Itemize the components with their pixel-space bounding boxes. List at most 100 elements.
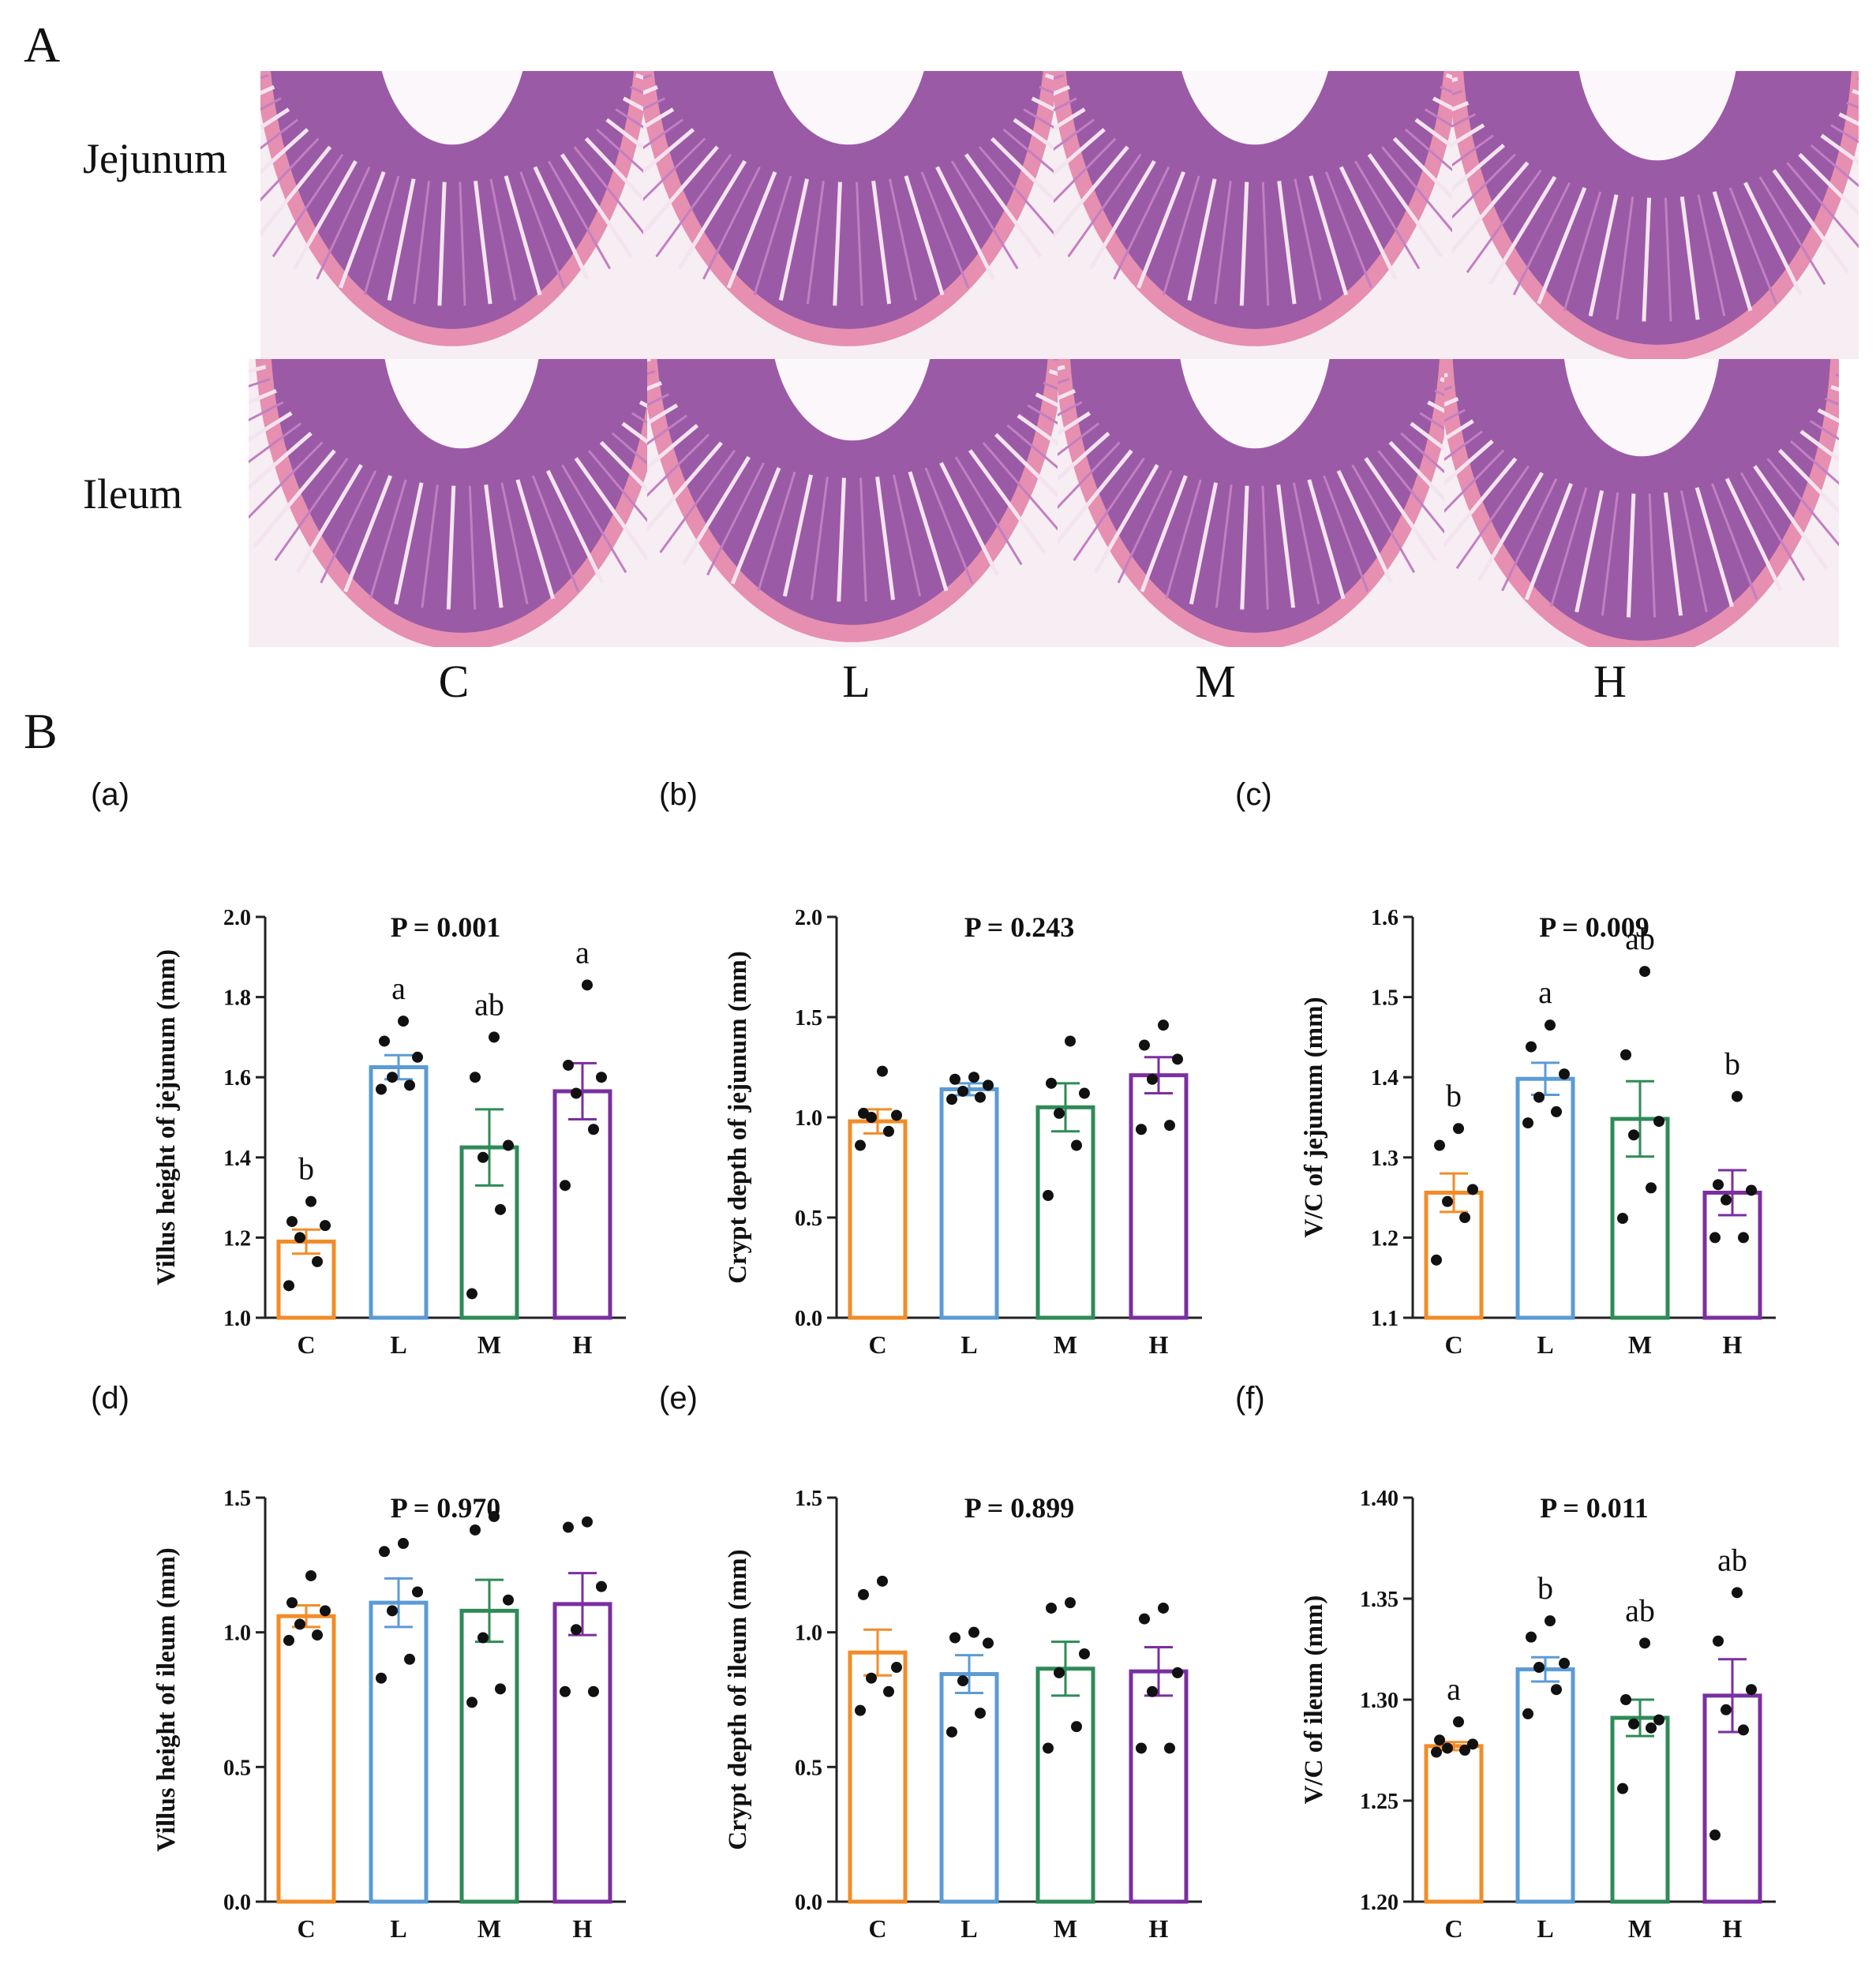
data-point (1646, 1182, 1657, 1194)
y-tick-label: 1.2 (223, 1226, 251, 1251)
data-point (466, 1288, 477, 1300)
data-point (412, 1586, 423, 1598)
histology-tile (1058, 359, 1444, 647)
data-point (1158, 1019, 1169, 1031)
data-point (883, 1685, 894, 1697)
data-point (1054, 1667, 1065, 1678)
data-point (1533, 1662, 1545, 1674)
data-point (1065, 1035, 1076, 1047)
data-point (596, 1581, 607, 1592)
data-point (858, 1588, 869, 1600)
data-point (1533, 1091, 1545, 1103)
significance-letter: ab (474, 986, 504, 1022)
bar-C (1424, 1744, 1484, 1904)
data-point (877, 1065, 888, 1077)
bar-M (1610, 1715, 1670, 1904)
subpanel-d-label: (d) (91, 1381, 129, 1416)
data-point (1559, 1068, 1570, 1080)
data-point (1147, 1685, 1158, 1697)
y-tick-label: 1.30 (1360, 1689, 1399, 1713)
y-tick-label: 1.4 (1371, 1066, 1399, 1090)
data-point (588, 1124, 599, 1135)
data-point (957, 1085, 968, 1097)
histology-tile (260, 71, 643, 359)
significance-letter: ab (1625, 1592, 1655, 1628)
chart-title: P = 0.899 (964, 1492, 1075, 1524)
data-point (387, 1605, 398, 1617)
significance-letter: b (298, 1151, 314, 1187)
chart-f: 1.20 1.25 1.30 1.35 1.40 V/C of ileum (mm) P =… (1300, 1487, 1776, 1943)
data-point (588, 1685, 599, 1697)
data-point (1459, 1212, 1470, 1223)
data-point (1164, 1742, 1175, 1754)
data-point (1617, 1783, 1628, 1794)
chart-a: 1.0 1.2 1.4 1.6 1.8 2.0 Villus height of jejun… (152, 906, 626, 1359)
x-tick-label: M (1628, 1330, 1652, 1359)
data-point (858, 1107, 869, 1119)
data-point (1653, 1714, 1664, 1726)
data-point (387, 1072, 398, 1083)
data-point (1713, 1635, 1724, 1647)
data-point (1459, 1745, 1470, 1756)
data-point (1054, 1107, 1065, 1119)
data-point (866, 1672, 877, 1684)
data-point (320, 1220, 331, 1232)
significance-letter: ab (1625, 921, 1655, 956)
data-point (949, 1632, 960, 1644)
y-tick-label: 1.0 (223, 1622, 251, 1646)
data-point (312, 1255, 323, 1267)
x-tick-label: M (477, 1330, 501, 1359)
data-point (1172, 1667, 1183, 1678)
data-point (398, 1016, 409, 1027)
data-point (1434, 1139, 1445, 1151)
data-point (470, 1072, 481, 1083)
data-point (470, 1524, 481, 1536)
data-point (983, 1079, 994, 1091)
bar-L (369, 1600, 429, 1904)
bar-C (848, 1650, 908, 1904)
data-point (596, 1072, 607, 1083)
data-point (305, 1195, 316, 1207)
histology-tile (1444, 359, 1839, 647)
subpanel-b-label: (b) (659, 777, 698, 812)
y-tick-label: 0.0 (223, 1891, 251, 1915)
data-point (398, 1538, 409, 1550)
bar-C (276, 1614, 336, 1904)
data-point (294, 1618, 305, 1630)
y-axis-label: Crypt depth of jejunum (mm) (724, 951, 752, 1284)
subpanel-f-label: (f) (1235, 1381, 1265, 1416)
chart-b: 0.0 0.5 1.0 1.5 2.0 Crypt depth of jejunum (m… (724, 906, 1202, 1359)
chart-title: P = 0.001 (391, 911, 501, 943)
bar-M (1035, 1667, 1095, 1904)
data-point (1164, 1120, 1175, 1132)
x-tick-label: C (1444, 1914, 1462, 1943)
chart-c: 1.1 1.2 1.3 1.4 1.5 1.6 V/C of jejunum (mm) P =… (1300, 906, 1776, 1359)
data-point (495, 1203, 506, 1215)
x-tick-label: H (1723, 1330, 1743, 1359)
x-tick-label: C (297, 1330, 315, 1359)
data-point (582, 1516, 593, 1528)
data-point (975, 1091, 986, 1103)
data-point (563, 1521, 574, 1533)
data-point (975, 1708, 986, 1719)
subpanel-c-label: (c) (1235, 777, 1272, 812)
column-label-h: H (1593, 656, 1627, 707)
data-point (1732, 1587, 1743, 1599)
data-point (477, 1632, 489, 1644)
x-tick-label: H (573, 1330, 593, 1359)
data-point (1442, 1195, 1453, 1207)
x-tick-label: L (1537, 1330, 1553, 1359)
y-tick-label: 1.8 (223, 986, 251, 1011)
y-tick-label: 1.25 (1360, 1790, 1399, 1814)
data-point (1522, 1117, 1533, 1129)
y-axis-label: V/C of ileum (mm) (1300, 1596, 1328, 1805)
data-point (1551, 1105, 1562, 1117)
x-tick-label: C (297, 1914, 315, 1943)
y-tick-label: 2.0 (795, 906, 822, 930)
x-tick-label: H (1723, 1914, 1743, 1943)
data-point (855, 1139, 866, 1151)
data-point (571, 1087, 582, 1099)
x-tick-label: L (960, 1330, 977, 1359)
data-point (1442, 1742, 1453, 1754)
bar-H (1702, 1693, 1762, 1904)
